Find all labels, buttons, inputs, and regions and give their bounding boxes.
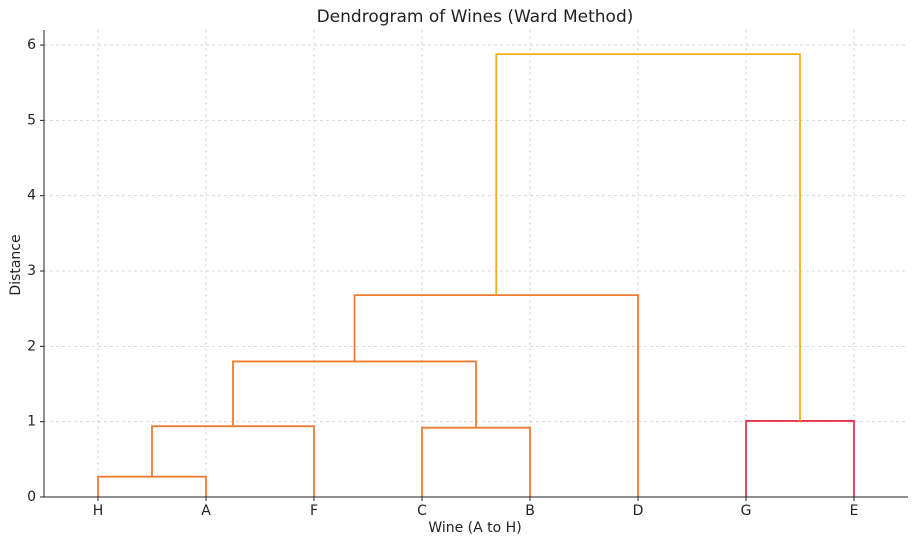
y-tick-label: 3 xyxy=(27,263,36,279)
x-tick-label: F xyxy=(310,503,318,519)
x-tick-label: H xyxy=(93,503,104,519)
x-tick-label: B xyxy=(525,503,535,519)
y-tick-label: 6 xyxy=(27,37,36,53)
y-tick-label: 2 xyxy=(27,338,36,354)
y-axis-label: Distance xyxy=(8,234,24,295)
dendrogram-link xyxy=(353,294,639,497)
chart-title: Dendrogram of Wines (Ward Method) xyxy=(317,7,634,27)
x-tick-label: C xyxy=(417,503,427,519)
dendrogram-link xyxy=(97,475,207,497)
dendrogram-link xyxy=(151,425,315,497)
x-axis-label: Wine (A to H) xyxy=(428,520,521,536)
y-tick-label: 5 xyxy=(27,112,36,128)
y-tick-label: 4 xyxy=(27,188,36,204)
y-tick-label: 1 xyxy=(27,414,36,430)
x-tick-label: G xyxy=(741,503,752,519)
dendrogram-link xyxy=(421,426,531,497)
dendrogram-link xyxy=(495,53,801,421)
dendrogram-link xyxy=(745,420,855,497)
x-tick-label: E xyxy=(850,503,859,519)
y-tick-label: 0 xyxy=(27,489,36,505)
x-tick-label: A xyxy=(201,503,211,519)
dendrogram-link xyxy=(232,360,477,428)
x-tick-label: D xyxy=(633,503,644,519)
